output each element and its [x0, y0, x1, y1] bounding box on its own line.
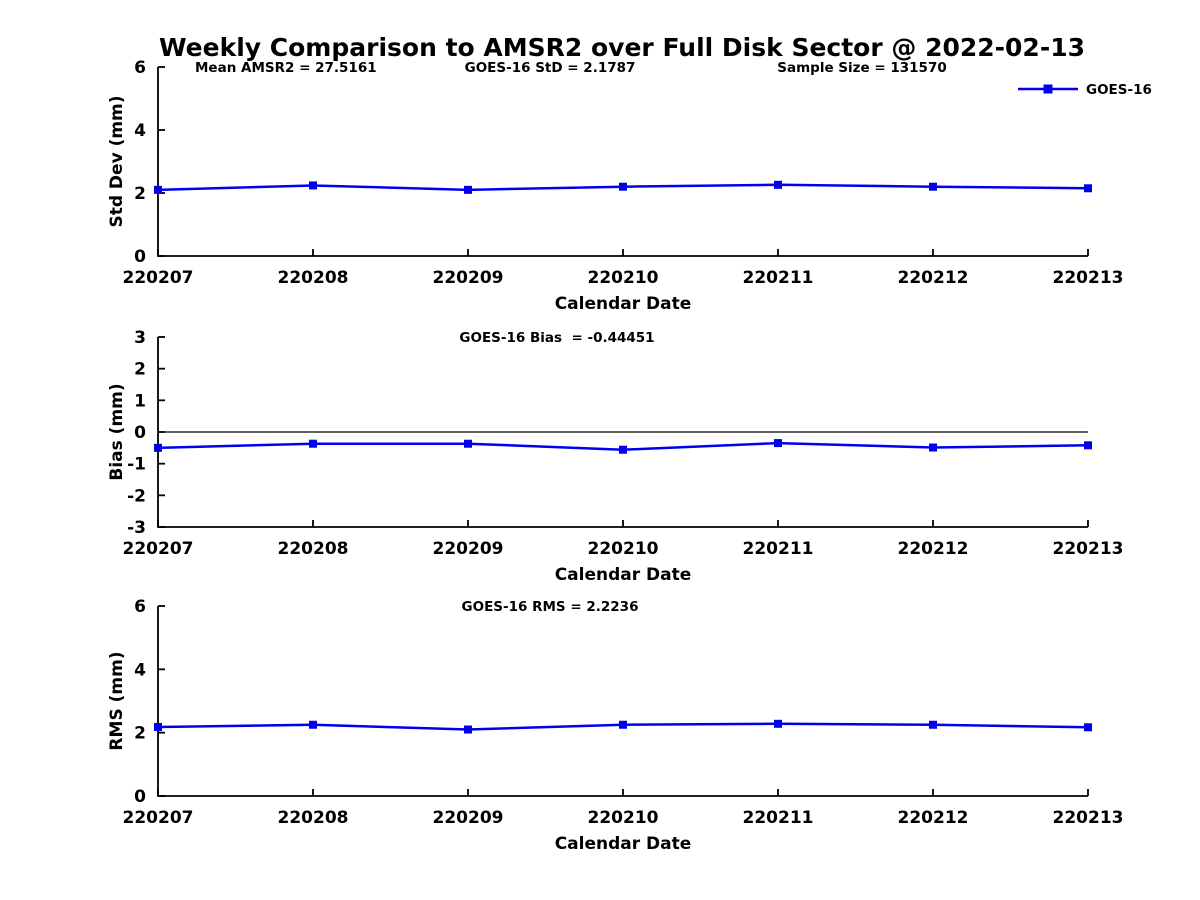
x-tick-label: 220210 — [588, 268, 659, 288]
subplot-bias: -3 -2 -1 0 1 2 3 220207 220208 220209 220210 220211… — [107, 328, 1123, 585]
x-tick-label: 220211 — [743, 808, 814, 828]
annotation-text: GOES-16 StD = 2.1787 — [465, 60, 636, 76]
data-point-marker — [154, 443, 162, 452]
y-tick-label: 3 — [134, 328, 146, 348]
x-tick-label: 220209 — [433, 539, 504, 559]
data-point-marker — [464, 185, 472, 194]
x-axis-label: Calendar Date — [555, 565, 692, 585]
subplot-std-dev: 0 2 4 6 220207 220208 220209 220210 220211 220212… — [107, 58, 1152, 314]
x-tick-label: 220213 — [1053, 268, 1124, 288]
data-point-marker — [154, 722, 162, 731]
x-tick-label: 220211 — [743, 268, 814, 288]
y-tick-label: 6 — [134, 58, 146, 78]
annotation-text: Mean AMSR2 = 27.5161 — [195, 60, 377, 76]
x-tick-label: 220208 — [278, 539, 349, 559]
x-tick-label: 220207 — [123, 808, 194, 828]
figure-title: Weekly Comparison to AMSR2 over Full Dis… — [159, 33, 1085, 62]
y-tick-label: 6 — [134, 597, 146, 617]
x-tick-label: 220208 — [278, 268, 349, 288]
data-point-marker — [619, 182, 627, 191]
x-tick-label: 220210 — [588, 808, 659, 828]
data-point-marker — [1084, 723, 1092, 732]
data-point-marker — [154, 185, 162, 194]
y-tick-label: 4 — [134, 660, 146, 680]
data-point-marker — [1084, 441, 1092, 450]
x-tick-label: 220213 — [1053, 808, 1124, 828]
x-axis-label: Calendar Date — [555, 294, 692, 314]
x-tick-label: 220209 — [433, 268, 504, 288]
subplot-rms: 0 2 4 6 220207 220208 220209 220210 220211 220212… — [107, 597, 1123, 854]
x-tick-label: 220210 — [588, 539, 659, 559]
x-tick-label: 220211 — [743, 539, 814, 559]
data-point-marker — [1084, 184, 1092, 193]
y-tick-label: -2 — [127, 486, 146, 506]
data-point-marker — [464, 725, 472, 734]
data-point-marker — [309, 720, 317, 729]
x-axis-label: Calendar Date — [555, 834, 692, 854]
y-tick-label: -1 — [127, 455, 146, 475]
y-tick-label: 0 — [134, 787, 146, 807]
y-axis-label: Std Dev (mm) — [107, 95, 127, 227]
y-axis-label: Bias (mm) — [107, 383, 127, 480]
data-point-marker — [309, 439, 317, 448]
data-point-marker — [464, 439, 472, 448]
x-tick-label: 220208 — [278, 808, 349, 828]
data-point-marker — [774, 439, 782, 448]
y-tick-label: -3 — [127, 518, 146, 538]
x-tick-label: 220209 — [433, 808, 504, 828]
subplots-group: 0 2 4 6 220207 220208 220209 220210 220211 220212… — [107, 58, 1152, 854]
y-tick-label: 4 — [134, 121, 146, 141]
data-point-marker — [309, 181, 317, 190]
x-tick-label: 220207 — [123, 539, 194, 559]
data-point-marker — [929, 720, 937, 729]
x-tick-label: 220213 — [1053, 539, 1124, 559]
data-point-marker — [619, 720, 627, 729]
x-tick-label: 220212 — [898, 268, 969, 288]
data-point-marker — [774, 180, 782, 189]
x-tick-label: 220207 — [123, 268, 194, 288]
axes-spines — [157, 67, 1088, 257]
y-tick-label: 2 — [134, 184, 146, 204]
y-tick-label: 0 — [134, 423, 146, 443]
legend-label: GOES-16 — [1086, 82, 1152, 98]
annotation-text: Sample Size = 131570 — [777, 60, 946, 76]
y-tick-label: 1 — [134, 391, 146, 411]
legend: GOES-16 — [1018, 82, 1152, 98]
data-point-marker — [929, 443, 937, 452]
legend-marker-sample — [1043, 84, 1053, 94]
x-tick-label: 220212 — [898, 539, 969, 559]
y-tick-label: 0 — [134, 247, 146, 267]
x-tick-label: 220212 — [898, 808, 969, 828]
data-point-marker — [774, 719, 782, 728]
annotation-text: GOES-16 RMS = 2.2236 — [462, 599, 639, 615]
y-axis-label: RMS (mm) — [107, 651, 127, 750]
y-tick-label: 2 — [134, 360, 146, 380]
y-tick-label: 2 — [134, 724, 146, 744]
data-point-marker — [929, 182, 937, 191]
data-point-marker — [619, 445, 627, 454]
annotation-text: GOES-16 Bias = -0.44451 — [459, 330, 654, 346]
axes-spines — [157, 606, 1088, 797]
